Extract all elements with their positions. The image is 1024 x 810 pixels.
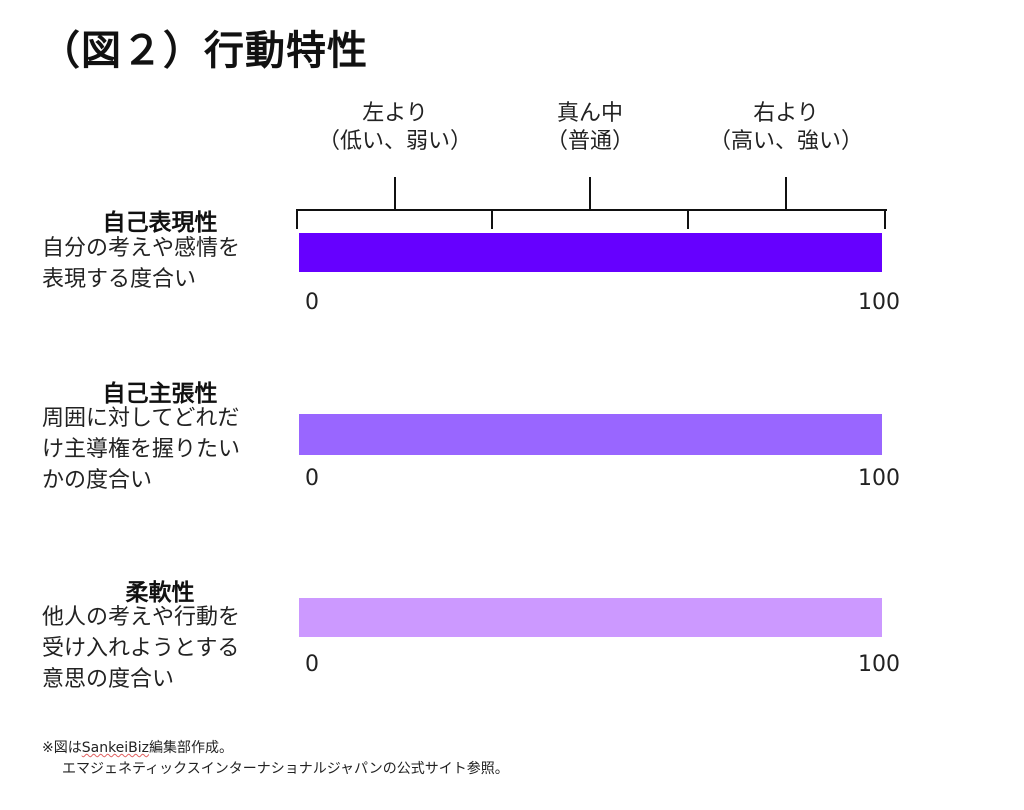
- scale-label-middle: 真ん中 （普通）: [545, 101, 635, 154]
- trait-name: 柔軟性: [125, 580, 195, 606]
- scale-pointer-right: [785, 177, 787, 210]
- scale-bracket-line: [296, 209, 887, 211]
- trait-bar: [299, 598, 882, 637]
- trait-name: 自己表現性: [102, 210, 218, 236]
- axis-max-label: 100: [858, 652, 900, 677]
- scale-label-right: 右より （高い、強い）: [708, 101, 864, 154]
- brand-name: SankeiBiz: [81, 740, 150, 756]
- scale-pointer-left: [394, 177, 396, 210]
- footnote-reference: エマジェネティックスインターナショナルジャパンの公式サイト参照。: [62, 761, 509, 777]
- footnote-source: ※図はSankeiBiz編集部作成。: [42, 740, 234, 756]
- trait-description: 他人の考えや行動を 受け入れようとする 意思の度合い: [42, 605, 241, 692]
- scale-pointer-middle: [589, 177, 591, 210]
- axis-min-label: 0: [305, 652, 319, 677]
- axis-min-label: 0: [305, 466, 319, 491]
- scale-tick: [884, 209, 886, 229]
- scale-label-left: 左より （低い、弱い）: [317, 101, 473, 154]
- scale-tick: [491, 209, 493, 229]
- trait-name: 自己主張性: [102, 381, 218, 407]
- trait-bar: [299, 414, 882, 455]
- scale-tick: [296, 209, 298, 229]
- axis-max-label: 100: [858, 290, 900, 315]
- page-title: （図２）行動特性: [40, 28, 368, 74]
- axis-min-label: 0: [305, 290, 319, 315]
- axis-max-label: 100: [858, 466, 900, 491]
- trait-bar: [299, 233, 882, 272]
- trait-description: 周囲に対してどれだ け主導権を握りたい かの度合い: [42, 406, 241, 493]
- scale-tick: [687, 209, 689, 229]
- trait-description: 自分の考えや感情を 表現する度合い: [42, 236, 241, 292]
